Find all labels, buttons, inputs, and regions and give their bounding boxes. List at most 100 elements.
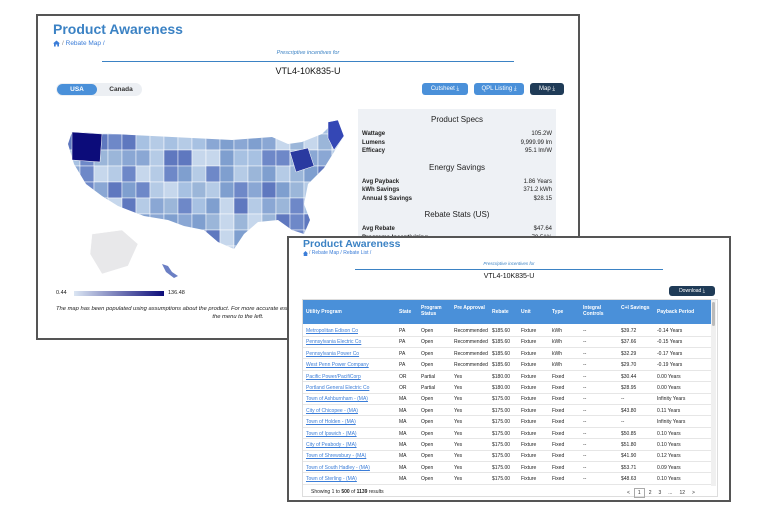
utility-link[interactable]: Town of Sterling - (MA) [306, 476, 357, 483]
state[interactable] [177, 197, 193, 215]
column-header[interactable]: Utility Program [306, 309, 342, 315]
utility-link[interactable]: City of Chicopee - (MA) [306, 407, 358, 414]
utility-link[interactable]: Pennsylvania Power Co [306, 350, 360, 357]
state[interactable] [66, 165, 81, 183]
state[interactable] [121, 149, 137, 167]
state[interactable] [247, 118, 263, 135]
state[interactable] [261, 213, 277, 231]
state[interactable] [177, 213, 193, 231]
home-icon[interactable] [303, 251, 308, 256]
state[interactable] [177, 181, 193, 199]
column-header[interactable]: Rebate [492, 309, 509, 315]
state[interactable] [233, 229, 249, 247]
column-header[interactable]: State [399, 309, 412, 315]
state[interactable] [163, 245, 179, 262]
page-link[interactable]: 3 [658, 490, 662, 496]
state[interactable] [135, 197, 151, 215]
state[interactable] [121, 118, 137, 135]
utility-link[interactable]: Town of Holden - (MA) [306, 419, 356, 426]
state[interactable] [205, 133, 221, 151]
state[interactable] [89, 229, 139, 275]
state[interactable] [233, 245, 249, 262]
state[interactable] [191, 133, 207, 151]
breadcrumb-link[interactable]: Rebate List / [343, 250, 372, 256]
home-icon[interactable] [53, 40, 60, 47]
state[interactable] [331, 149, 346, 167]
state[interactable] [135, 165, 151, 183]
state[interactable] [149, 149, 165, 167]
state[interactable] [66, 229, 81, 247]
state[interactable] [303, 133, 319, 151]
state[interactable] [289, 181, 305, 199]
state[interactable] [177, 165, 193, 183]
state[interactable] [121, 181, 137, 199]
state[interactable] [191, 149, 207, 167]
state[interactable] [303, 197, 319, 215]
state[interactable] [135, 133, 151, 151]
state[interactable] [93, 197, 109, 215]
state[interactable] [233, 165, 249, 183]
state[interactable] [191, 245, 207, 262]
state[interactable] [177, 118, 193, 135]
state[interactable] [149, 213, 165, 231]
state[interactable] [275, 181, 291, 199]
state[interactable] [275, 149, 291, 167]
state[interactable] [261, 245, 277, 262]
state[interactable] [219, 181, 235, 199]
state[interactable] [177, 133, 193, 151]
state[interactable] [219, 133, 235, 151]
state[interactable] [79, 181, 95, 199]
state[interactable] [163, 133, 179, 151]
utility-link[interactable]: City of Peabody - (MA) [306, 442, 357, 448]
state[interactable] [247, 165, 263, 183]
state[interactable] [331, 165, 346, 183]
state[interactable] [205, 229, 221, 247]
utility-link[interactable]: Portland General Electric Co [306, 385, 370, 391]
state[interactable] [79, 197, 95, 215]
state[interactable] [317, 181, 333, 199]
state[interactable] [107, 149, 123, 167]
state[interactable] [163, 229, 179, 247]
state[interactable] [93, 118, 109, 135]
state[interactable] [163, 149, 179, 167]
state[interactable] [163, 165, 179, 183]
state[interactable] [289, 197, 305, 215]
state[interactable] [219, 149, 235, 167]
state[interactable] [66, 197, 81, 215]
state[interactable] [289, 133, 305, 151]
state[interactable] [163, 213, 179, 231]
utility-link[interactable]: Town of Ashburnham - (MA) [306, 396, 368, 403]
state[interactable] [327, 119, 345, 151]
state[interactable] [107, 165, 123, 183]
state[interactable] [135, 213, 151, 231]
page-link[interactable]: < [627, 490, 630, 496]
state[interactable] [163, 197, 179, 215]
state[interactable] [93, 213, 109, 231]
state[interactable] [135, 149, 151, 167]
state[interactable] [66, 118, 81, 135]
state[interactable] [317, 197, 333, 215]
column-header[interactable]: Integral Controls [583, 305, 604, 317]
page-link[interactable]: 2 [648, 490, 652, 496]
state[interactable] [331, 213, 346, 231]
state[interactable] [219, 197, 235, 215]
state[interactable] [149, 181, 165, 199]
breadcrumb-link[interactable]: Rebate Map / [311, 250, 342, 256]
state[interactable] [149, 133, 165, 151]
state[interactable] [289, 118, 305, 135]
state[interactable] [149, 118, 165, 135]
state[interactable] [107, 118, 123, 135]
state[interactable] [247, 149, 263, 167]
state[interactable] [121, 165, 137, 183]
state[interactable] [135, 118, 151, 135]
column-header[interactable]: Unit [521, 309, 531, 315]
page-link[interactable]: 12 [679, 490, 685, 496]
state[interactable] [219, 229, 235, 247]
state[interactable] [149, 229, 165, 247]
state[interactable] [261, 229, 277, 247]
state[interactable] [261, 165, 277, 183]
state[interactable] [275, 213, 291, 231]
region-tab[interactable]: Canada [109, 86, 133, 93]
utility-link[interactable]: Pennsylvania Electric Co [306, 339, 362, 346]
state[interactable] [233, 133, 249, 151]
